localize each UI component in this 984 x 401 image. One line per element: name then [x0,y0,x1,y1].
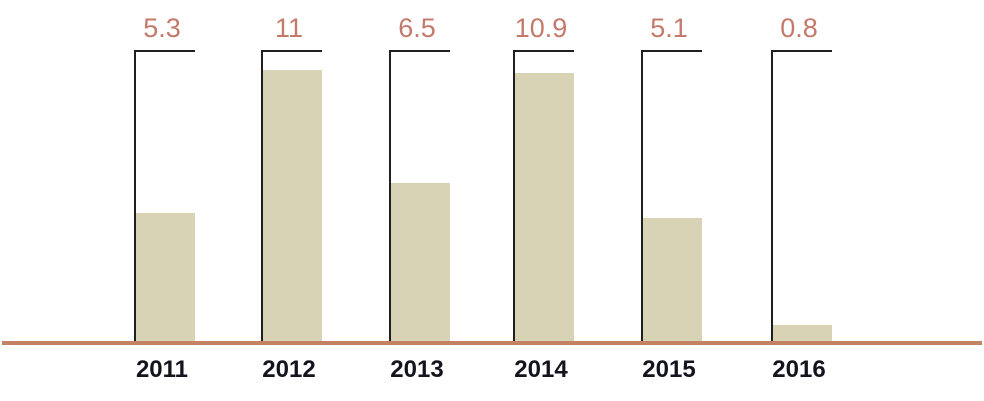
year-label-2012: 2012 [262,356,316,383]
year-label-2011: 2011 [135,356,189,383]
bracket-horizontal-line [389,50,450,52]
bracket-vertical-line [389,50,391,343]
bar-2013 [389,182,450,345]
bracket-horizontal-line [261,50,322,52]
value-label-2016: 0.8 [780,13,818,43]
value-label-2015: 5.1 [650,13,688,43]
value-label-2014: 10.9 [514,13,568,43]
bracket-horizontal-line [134,50,195,52]
bar-2014 [513,72,574,345]
bar-2012 [261,70,322,345]
bracket-horizontal-line [641,50,702,52]
bracket-vertical-line [771,50,773,343]
value-label-2012: 11 [274,13,304,43]
bracket-horizontal-line [771,50,832,52]
bracket-vertical-line [134,50,136,343]
x-axis-line [2,341,982,345]
value-label-2013: 6.5 [398,13,436,43]
year-label-2014: 2014 [514,356,568,383]
bracket-vertical-line [641,50,643,343]
year-label-2015: 2015 [642,356,696,383]
bar-2015 [641,217,702,345]
year-label-2016: 2016 [772,356,826,383]
bar-2011 [134,212,195,345]
bracket-vertical-line [261,50,263,343]
value-label-2011: 5.3 [143,13,181,43]
bracket-horizontal-line [513,50,574,52]
year-label-2013: 2013 [390,356,444,383]
bracket-vertical-line [513,50,515,343]
bar-2016 [771,325,832,345]
